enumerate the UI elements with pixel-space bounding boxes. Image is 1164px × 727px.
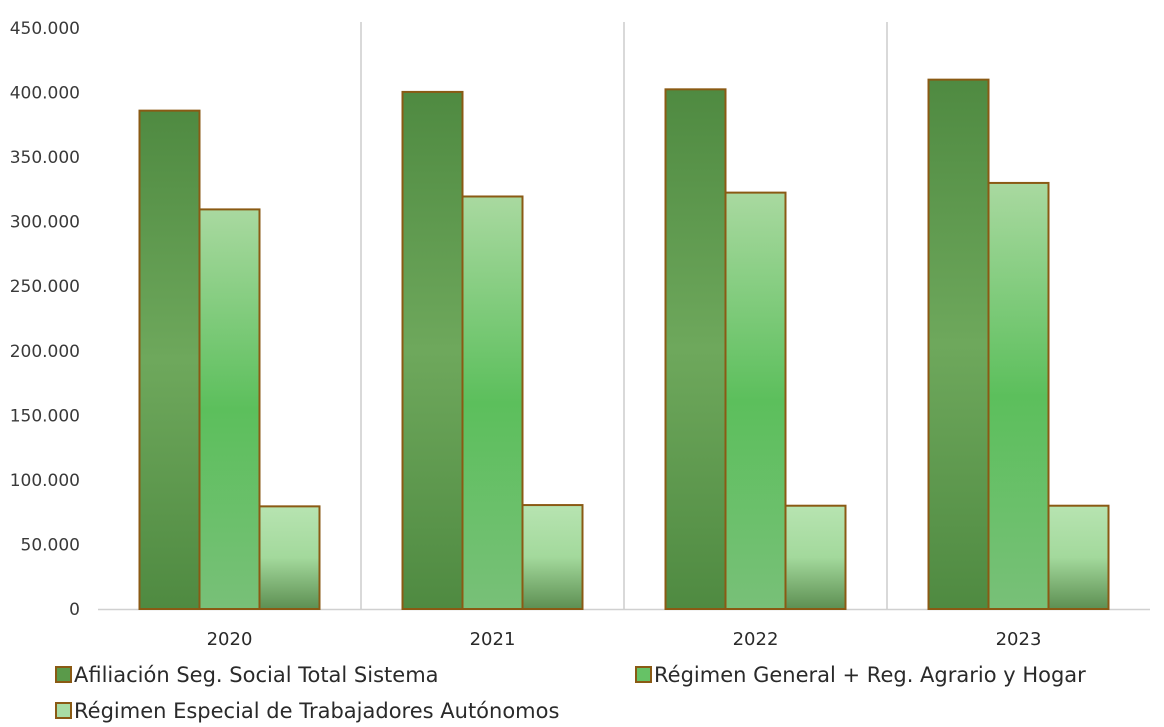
legend-label: Régimen General + Reg. Agrario y Hogar bbox=[654, 663, 1086, 687]
legend: Afiliación Seg. Social Total Sistema Régi… bbox=[55, 663, 1086, 723]
x-tick-label: 2021 bbox=[470, 629, 516, 650]
bar-series-1-2020 bbox=[138, 109, 201, 611]
legend-swatch bbox=[635, 666, 652, 683]
y-tick-label: 0 bbox=[69, 600, 80, 620]
y-tick-label: 100.000 bbox=[10, 471, 80, 491]
legend-swatch bbox=[55, 666, 72, 683]
y-tick-label: 50.000 bbox=[21, 535, 80, 555]
y-tick-label: 400.000 bbox=[10, 84, 80, 104]
y-tick-label: 250.000 bbox=[10, 277, 80, 297]
y-tick-label: 450.000 bbox=[10, 19, 80, 39]
x-tick-label: 2020 bbox=[207, 629, 253, 650]
y-tick-label: 200.000 bbox=[10, 342, 80, 362]
y-axis-ticks: 0 50.000 100.000 150.000 200.000 250.000 300.0… bbox=[10, 19, 80, 620]
bar-series-2-2023 bbox=[987, 181, 1050, 611]
legend-label: Régimen Especial de Trabajadores Autónom… bbox=[74, 699, 559, 723]
bar-series-3-2023 bbox=[1047, 504, 1110, 611]
y-tick-label: 300.000 bbox=[10, 213, 80, 233]
x-tick-label: 2022 bbox=[733, 629, 779, 650]
category-separators bbox=[360, 22, 888, 609]
bars bbox=[138, 78, 1110, 611]
bar-series-1-2021 bbox=[401, 90, 464, 611]
bar-series-2-2021 bbox=[461, 195, 524, 611]
bar-series-1-2023 bbox=[927, 78, 990, 610]
bar-series-2-2020 bbox=[198, 208, 261, 610]
y-tick-label: 150.000 bbox=[10, 406, 80, 426]
bar-series-3-2022 bbox=[784, 504, 847, 611]
x-tick-label: 2023 bbox=[996, 629, 1042, 650]
bar-series-1-2022 bbox=[664, 88, 727, 611]
x-axis-ticks: 2020 2021 2022 2023 bbox=[207, 629, 1042, 650]
bar-series-2-2022 bbox=[724, 191, 787, 610]
y-tick-label: 350.000 bbox=[10, 148, 80, 168]
bar-series-3-2020 bbox=[258, 505, 321, 610]
legend-label: Afiliación Seg. Social Total Sistema bbox=[74, 663, 439, 687]
legend-swatch bbox=[55, 702, 72, 719]
bar-series-3-2021 bbox=[521, 504, 584, 610]
